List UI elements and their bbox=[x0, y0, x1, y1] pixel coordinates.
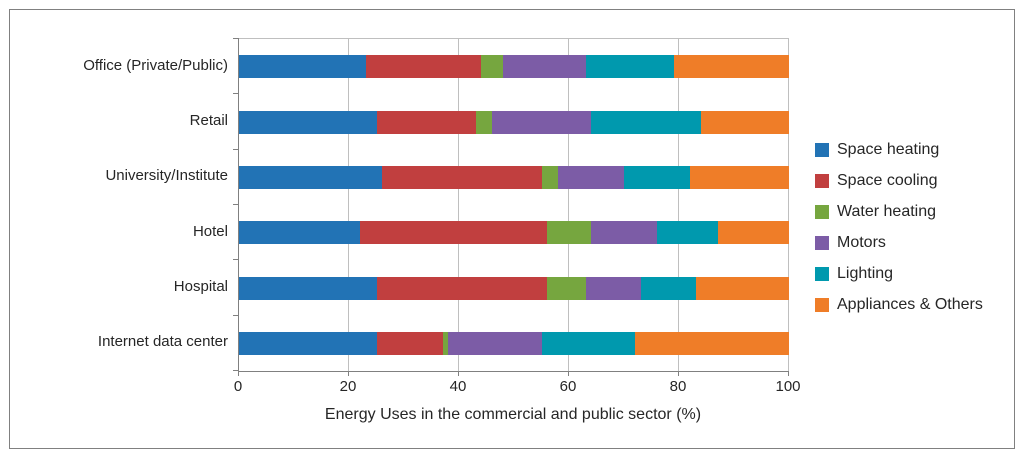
x-tick-label: 0 bbox=[233, 378, 243, 395]
legend-swatch bbox=[815, 298, 829, 312]
gridline bbox=[458, 39, 459, 371]
category-label: Hotel bbox=[192, 222, 228, 240]
bar-row bbox=[239, 110, 789, 134]
legend-label: Water heating bbox=[837, 203, 937, 220]
x-axis-tick bbox=[788, 371, 789, 376]
x-tick-label: 40 bbox=[449, 378, 467, 395]
x-axis-tick bbox=[678, 371, 679, 376]
legend: Space heating Space cooling Water heating M… bbox=[815, 140, 983, 315]
y-axis-tick bbox=[233, 148, 239, 150]
bar-segment-motors bbox=[448, 331, 542, 355]
y-axis-tick bbox=[233, 38, 239, 39]
bar-row bbox=[239, 331, 789, 355]
bar-row bbox=[239, 276, 789, 300]
legend-item: Space heating bbox=[815, 140, 983, 160]
bar-segment-space-cooling bbox=[360, 221, 547, 245]
legend-label: Space cooling bbox=[837, 172, 938, 189]
bar-segment-appliances-others bbox=[690, 165, 789, 189]
x-axis-title: Energy Uses in the commercial and public… bbox=[324, 406, 702, 423]
gridline bbox=[678, 39, 679, 371]
legend-item: Motors bbox=[815, 233, 983, 253]
legend-label: Appliances & Others bbox=[837, 296, 983, 313]
bar-segment-space-heating bbox=[239, 221, 360, 245]
legend-label: Space heating bbox=[837, 141, 940, 158]
y-axis-tick bbox=[233, 93, 239, 95]
bar-segment-lighting bbox=[624, 165, 690, 189]
y-axis-tick bbox=[233, 259, 239, 261]
bar-segment-space-cooling bbox=[382, 165, 542, 189]
bar-segment-appliances-others bbox=[695, 276, 789, 300]
bar-segment-appliances-others bbox=[717, 221, 789, 245]
x-tick-label: 20 bbox=[339, 378, 357, 395]
legend-swatch bbox=[815, 267, 829, 281]
bar-segment-space-cooling bbox=[376, 110, 476, 134]
bar-segment-space-heating bbox=[239, 110, 377, 134]
bar-row bbox=[239, 221, 789, 245]
legend-label: Motors bbox=[837, 234, 886, 251]
gridline bbox=[348, 39, 349, 371]
x-axis-tick bbox=[238, 371, 239, 376]
bar-segment-water-heating bbox=[547, 276, 586, 300]
bar-segment-motors bbox=[492, 110, 591, 134]
bar-row bbox=[239, 165, 789, 189]
bar-segment-space-heating bbox=[239, 165, 382, 189]
bar-segment-appliances-others bbox=[673, 55, 789, 79]
legend-swatch bbox=[815, 174, 829, 188]
bar-segment-lighting bbox=[585, 55, 674, 79]
bar-segment-water-heating bbox=[442, 331, 448, 355]
bar-segment-water-heating bbox=[475, 110, 492, 134]
x-tick-label: 100 bbox=[775, 378, 801, 395]
category-label: University/Institute bbox=[105, 167, 228, 185]
bar-segment-motors bbox=[558, 165, 624, 189]
bar-segment-motors bbox=[585, 276, 641, 300]
bar-segment-space-heating bbox=[239, 331, 377, 355]
legend-item: Water heating bbox=[815, 202, 983, 222]
legend-swatch bbox=[815, 205, 829, 219]
bar-row bbox=[239, 55, 789, 79]
bar-segment-lighting bbox=[541, 331, 635, 355]
y-axis-tick bbox=[233, 314, 239, 316]
bar-segment-water-heating bbox=[541, 165, 558, 189]
category-label: Internet data center bbox=[97, 333, 228, 351]
bar-segment-appliances-others bbox=[701, 110, 789, 134]
x-tick-label: 60 bbox=[559, 378, 577, 395]
bar-segment-space-cooling bbox=[365, 55, 481, 79]
bar-segment-lighting bbox=[591, 110, 701, 134]
legend-swatch bbox=[815, 143, 829, 157]
bar-segment-space-heating bbox=[239, 55, 366, 79]
bar-segment-space-heating bbox=[239, 276, 377, 300]
legend-item: Lighting bbox=[815, 264, 983, 284]
gridline bbox=[568, 39, 569, 371]
legend-item: Appliances & Others bbox=[815, 295, 983, 315]
bar-segment-motors bbox=[503, 55, 586, 79]
bar-segment-water-heating bbox=[547, 221, 591, 245]
bar-segment-lighting bbox=[657, 221, 718, 245]
bar-segment-lighting bbox=[640, 276, 696, 300]
category-label: Retail bbox=[189, 112, 228, 129]
x-axis-tick bbox=[458, 371, 459, 376]
x-axis-tick bbox=[568, 371, 569, 376]
legend-swatch bbox=[815, 236, 829, 250]
legend-item: Space cooling bbox=[815, 171, 983, 191]
plot-area bbox=[238, 38, 789, 372]
category-label: Office (Private/Public) bbox=[83, 56, 228, 74]
gridline bbox=[788, 39, 789, 371]
category-label: Hospital bbox=[173, 278, 228, 295]
y-axis-tick bbox=[233, 204, 239, 205]
legend-label: Lighting bbox=[837, 265, 894, 282]
y-axis-tick bbox=[233, 370, 239, 371]
bar-segment-space-cooling bbox=[376, 276, 547, 300]
bar-segment-motors bbox=[591, 221, 657, 245]
x-axis-tick bbox=[348, 371, 349, 376]
x-tick-label: 80 bbox=[669, 378, 687, 395]
bar-segment-space-cooling bbox=[376, 331, 443, 355]
bar-segment-appliances-others bbox=[635, 331, 789, 355]
bar-segment-water-heating bbox=[481, 55, 503, 79]
